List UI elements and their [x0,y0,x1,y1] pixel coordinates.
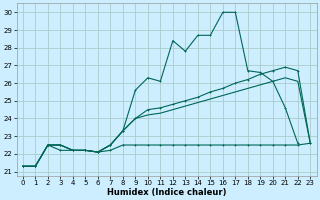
X-axis label: Humidex (Indice chaleur): Humidex (Indice chaleur) [107,188,226,197]
